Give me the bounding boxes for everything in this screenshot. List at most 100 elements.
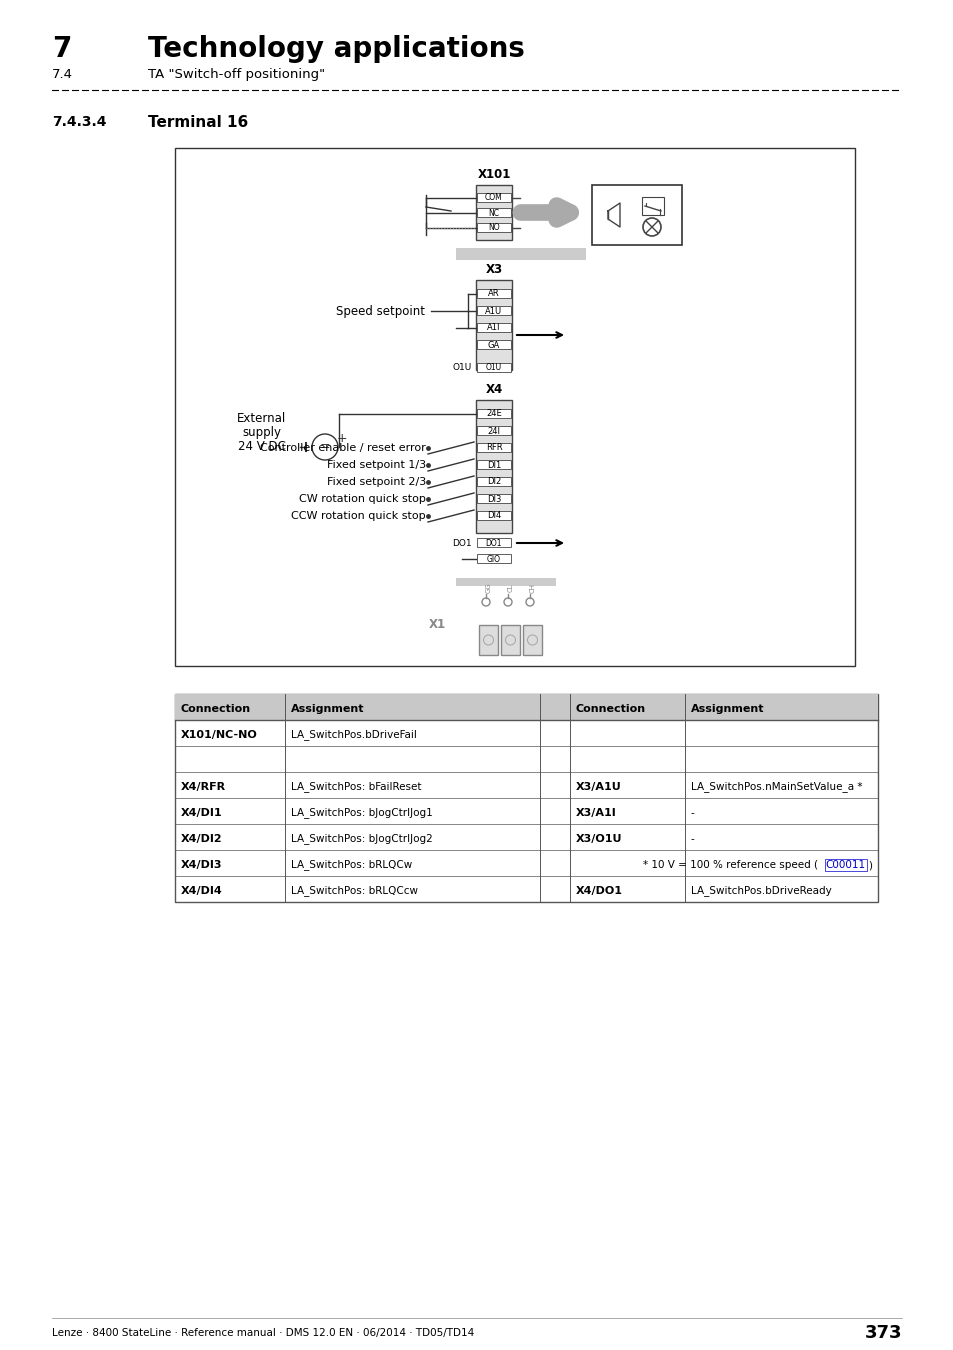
Text: X1: X1 bbox=[429, 618, 446, 632]
Bar bbox=[456, 578, 556, 586]
Text: 24I: 24I bbox=[487, 427, 500, 436]
Text: GG: GG bbox=[485, 583, 492, 594]
Text: X101/NC-NO: X101/NC-NO bbox=[181, 730, 257, 740]
Text: X4/DO1: X4/DO1 bbox=[576, 886, 622, 896]
Text: LA_SwitchPos.bDriveFail: LA_SwitchPos.bDriveFail bbox=[291, 729, 416, 740]
Text: A1I: A1I bbox=[487, 324, 500, 332]
Bar bbox=[456, 248, 585, 261]
Text: A1U: A1U bbox=[485, 306, 502, 316]
Text: LA_SwitchPos.nMainSetValue_a *: LA_SwitchPos.nMainSetValue_a * bbox=[690, 782, 862, 792]
Bar bbox=[476, 223, 511, 232]
Text: Assignment: Assignment bbox=[690, 703, 763, 714]
Bar bbox=[592, 185, 681, 244]
Text: CW rotation quick stop: CW rotation quick stop bbox=[299, 494, 426, 504]
Text: GA: GA bbox=[487, 340, 499, 350]
Text: DO1: DO1 bbox=[485, 539, 501, 548]
Text: X3/A1U: X3/A1U bbox=[576, 782, 621, 792]
Text: Technology applications: Technology applications bbox=[148, 35, 524, 63]
Bar bbox=[476, 443, 511, 452]
Bar bbox=[476, 185, 512, 240]
Text: 24E: 24E bbox=[486, 409, 501, 418]
Text: X4: X4 bbox=[485, 383, 502, 396]
Text: C00011: C00011 bbox=[825, 860, 865, 869]
Text: COM: COM bbox=[485, 193, 502, 202]
Text: X3: X3 bbox=[485, 263, 502, 275]
Text: LA_SwitchPos: bJogCtrlJog1: LA_SwitchPos: bJogCtrlJog1 bbox=[291, 807, 433, 818]
Bar bbox=[476, 323, 511, 332]
Text: 7: 7 bbox=[52, 35, 71, 63]
Text: TA "Switch-off positioning": TA "Switch-off positioning" bbox=[148, 68, 325, 81]
Text: Lenze · 8400 StateLine · Reference manual · DMS 12.0 EN · 06/2014 · TD05/TD14: Lenze · 8400 StateLine · Reference manua… bbox=[52, 1328, 474, 1338]
Bar bbox=[476, 460, 511, 468]
Text: Terminal 16: Terminal 16 bbox=[148, 115, 248, 130]
Text: RFR: RFR bbox=[485, 444, 502, 452]
Text: LA_SwitchPos.bDriveReady: LA_SwitchPos.bDriveReady bbox=[690, 886, 831, 896]
Text: LA_SwitchPos: bJogCtrlJog2: LA_SwitchPos: bJogCtrlJog2 bbox=[291, 833, 433, 845]
Text: AR: AR bbox=[488, 289, 499, 298]
Text: supply: supply bbox=[242, 427, 281, 439]
Text: X101: X101 bbox=[476, 167, 510, 181]
Text: LA_SwitchPos: bRLQCcw: LA_SwitchPos: bRLQCcw bbox=[291, 886, 417, 896]
Bar bbox=[476, 494, 511, 504]
Bar bbox=[476, 409, 511, 418]
Text: CL: CL bbox=[507, 583, 514, 593]
Text: DO1: DO1 bbox=[452, 539, 472, 548]
Bar bbox=[522, 625, 541, 655]
Text: Connection: Connection bbox=[576, 703, 645, 714]
Text: X3/A1I: X3/A1I bbox=[576, 809, 616, 818]
Text: Fixed setpoint 2/3: Fixed setpoint 2/3 bbox=[327, 477, 426, 487]
Bar bbox=[174, 694, 877, 902]
Bar bbox=[476, 512, 511, 520]
Bar bbox=[476, 554, 511, 563]
Bar bbox=[476, 427, 511, 435]
Text: X4/DI1: X4/DI1 bbox=[181, 809, 222, 818]
Bar bbox=[476, 400, 512, 533]
Text: 24 V DC: 24 V DC bbox=[238, 440, 286, 454]
Text: -: - bbox=[690, 834, 694, 844]
Text: CH: CH bbox=[530, 583, 536, 593]
Text: 373: 373 bbox=[863, 1324, 901, 1342]
Text: 7.4.3.4: 7.4.3.4 bbox=[52, 115, 107, 130]
Text: -: - bbox=[690, 809, 694, 818]
Text: CCW rotation quick stop: CCW rotation quick stop bbox=[291, 512, 426, 521]
Bar bbox=[476, 477, 511, 486]
Bar bbox=[476, 306, 511, 315]
Text: Fixed setpoint 1/3: Fixed setpoint 1/3 bbox=[327, 460, 426, 470]
Bar bbox=[476, 193, 511, 202]
Bar bbox=[476, 340, 511, 350]
Text: DI3: DI3 bbox=[486, 494, 500, 504]
Bar bbox=[476, 539, 511, 547]
Text: X4/DI3: X4/DI3 bbox=[181, 860, 222, 869]
Text: X3/O1U: X3/O1U bbox=[576, 834, 622, 844]
Bar bbox=[476, 279, 512, 370]
Bar bbox=[174, 694, 877, 720]
Text: External: External bbox=[237, 412, 286, 425]
Text: Connection: Connection bbox=[181, 703, 251, 714]
Bar bbox=[641, 197, 663, 215]
Text: LA_SwitchPos: bFailReset: LA_SwitchPos: bFailReset bbox=[291, 782, 421, 792]
Text: NC: NC bbox=[488, 208, 499, 217]
Text: X4/RFR: X4/RFR bbox=[181, 782, 226, 792]
Text: +: + bbox=[336, 432, 347, 446]
Text: X4/DI2: X4/DI2 bbox=[181, 834, 222, 844]
Text: Assignment: Assignment bbox=[291, 703, 364, 714]
Text: NO: NO bbox=[488, 224, 499, 232]
Text: 7.4: 7.4 bbox=[52, 68, 73, 81]
Text: DI4: DI4 bbox=[486, 512, 500, 521]
Bar bbox=[478, 625, 497, 655]
Text: DI1: DI1 bbox=[486, 460, 500, 470]
Text: * 10 V = 100 % reference speed (: * 10 V = 100 % reference speed ( bbox=[642, 860, 817, 869]
Text: DI2: DI2 bbox=[486, 478, 500, 486]
Text: Speed setpoint: Speed setpoint bbox=[335, 305, 424, 319]
Bar bbox=[476, 289, 511, 298]
Text: O1U: O1U bbox=[485, 363, 501, 373]
Text: GIO: GIO bbox=[486, 555, 500, 563]
Text: O1U: O1U bbox=[453, 363, 472, 373]
Text: Controller enable / reset error: Controller enable / reset error bbox=[260, 443, 426, 454]
Bar bbox=[174, 148, 854, 666]
Text: LA_SwitchPos: bRLQCw: LA_SwitchPos: bRLQCw bbox=[291, 860, 412, 871]
Bar bbox=[476, 208, 511, 217]
Bar bbox=[500, 625, 519, 655]
Bar bbox=[476, 363, 511, 373]
Text: X4/DI4: X4/DI4 bbox=[181, 886, 222, 896]
